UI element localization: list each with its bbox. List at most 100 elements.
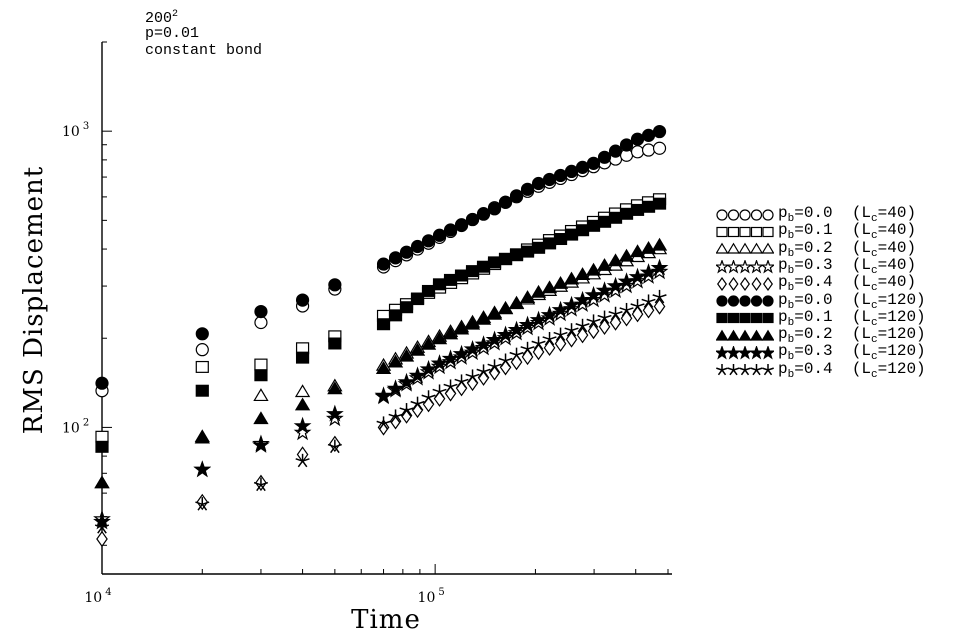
data-point (587, 322, 600, 340)
asterisk-arm (456, 381, 463, 388)
data-point (463, 339, 482, 357)
legend-label: pb=0.0 (Lc=40) (778, 204, 917, 226)
asterisk-arm (564, 327, 572, 332)
asterisk-arm (454, 378, 462, 383)
data-point (518, 315, 537, 333)
asterisk-arm (260, 481, 269, 486)
legend-marker (727, 313, 740, 324)
legend-marker (716, 209, 728, 221)
data-point (619, 138, 634, 152)
asterisk-arm (253, 481, 262, 486)
asterisk-arm (493, 366, 500, 373)
legend-marker (716, 329, 729, 341)
legend-item-4: pb=0.3 (Lc=40) (716, 256, 926, 277)
legend-symbol (716, 313, 774, 324)
asterisk-arm (297, 460, 304, 468)
data-point (586, 156, 601, 170)
data-point (597, 310, 612, 325)
asterisk-arm (756, 367, 763, 372)
legend-symbol (716, 209, 774, 221)
legend-marker (716, 313, 728, 324)
legend-marker (716, 346, 730, 360)
data-point (325, 409, 344, 427)
asterisk-arm (762, 367, 769, 372)
legend-marker (716, 242, 729, 254)
asterisk-arm (531, 340, 539, 345)
asterisk-arm (544, 338, 551, 346)
legend-symbol (716, 346, 774, 360)
data-point (254, 305, 268, 319)
data-point (542, 237, 557, 250)
data-point (630, 299, 645, 313)
asterisk-arm (555, 334, 562, 342)
data-point (476, 364, 491, 378)
asterisk-arm (500, 360, 507, 367)
asterisk-arm (527, 346, 535, 350)
data-point (488, 364, 501, 381)
data-point (430, 354, 449, 372)
asterisk-arm (295, 458, 303, 462)
data-point (476, 207, 491, 221)
legend-item-3: pb=0.2 (Lc=40) (716, 239, 926, 260)
asterisk-arm (394, 416, 401, 423)
data-point (630, 132, 645, 146)
asterisk-arm (471, 376, 478, 383)
legend-marker (727, 364, 740, 376)
data-point (421, 234, 436, 248)
series-7 (95, 197, 667, 453)
legend-symbol (716, 329, 774, 341)
x-axis-label: Time (351, 605, 421, 635)
asterisk-arm (443, 383, 451, 388)
data-point (641, 143, 656, 157)
data-point (608, 211, 623, 224)
data-point (452, 344, 471, 362)
data-point (94, 475, 110, 489)
data-point (650, 258, 669, 276)
data-point (608, 144, 623, 158)
asterisk-arm (97, 526, 103, 534)
data-point (531, 176, 546, 191)
asterisk-arm (647, 301, 654, 308)
data-point (399, 403, 414, 417)
data-point (443, 273, 458, 286)
asterisk-arm (406, 407, 414, 411)
data-point (422, 395, 435, 413)
asterisk-arm (729, 369, 735, 376)
asterisk-arm (445, 386, 452, 393)
asterisk-arm (603, 317, 610, 325)
data-point (639, 263, 658, 281)
data-point (376, 318, 391, 331)
asterisk-arm (439, 388, 447, 393)
asterisk-arm (432, 388, 440, 393)
legend-label: pb=0.2 (Lc=120) (778, 325, 926, 347)
data-point (617, 272, 636, 290)
legend-label: pb=0.1 (Lc=40) (778, 221, 917, 243)
data-point (586, 219, 601, 232)
asterisk-arm (383, 420, 391, 425)
asterisk-arm (522, 348, 529, 356)
data-point (574, 267, 591, 281)
data-point (376, 257, 391, 271)
asterisk-arm (195, 501, 203, 506)
data-point (453, 321, 470, 335)
data-point (420, 336, 437, 350)
asterisk-arm (654, 296, 661, 304)
data-point (421, 390, 436, 404)
data-point (641, 294, 656, 308)
data-point (564, 323, 579, 337)
data-point (628, 267, 647, 285)
asterisk-arm (489, 366, 496, 373)
asterisk-arm (755, 369, 761, 376)
asterisk-arm (716, 367, 723, 372)
data-point (465, 212, 480, 227)
data-point (563, 271, 580, 285)
legend-marker (716, 226, 728, 238)
data-point (410, 396, 425, 411)
data-point (585, 262, 602, 276)
legend-marker (748, 346, 765, 360)
data-point (253, 388, 269, 402)
legend-marker (717, 276, 727, 291)
asterisk-arm (763, 369, 769, 376)
asterisk-arm (575, 323, 583, 327)
asterisk-arm (482, 371, 489, 378)
